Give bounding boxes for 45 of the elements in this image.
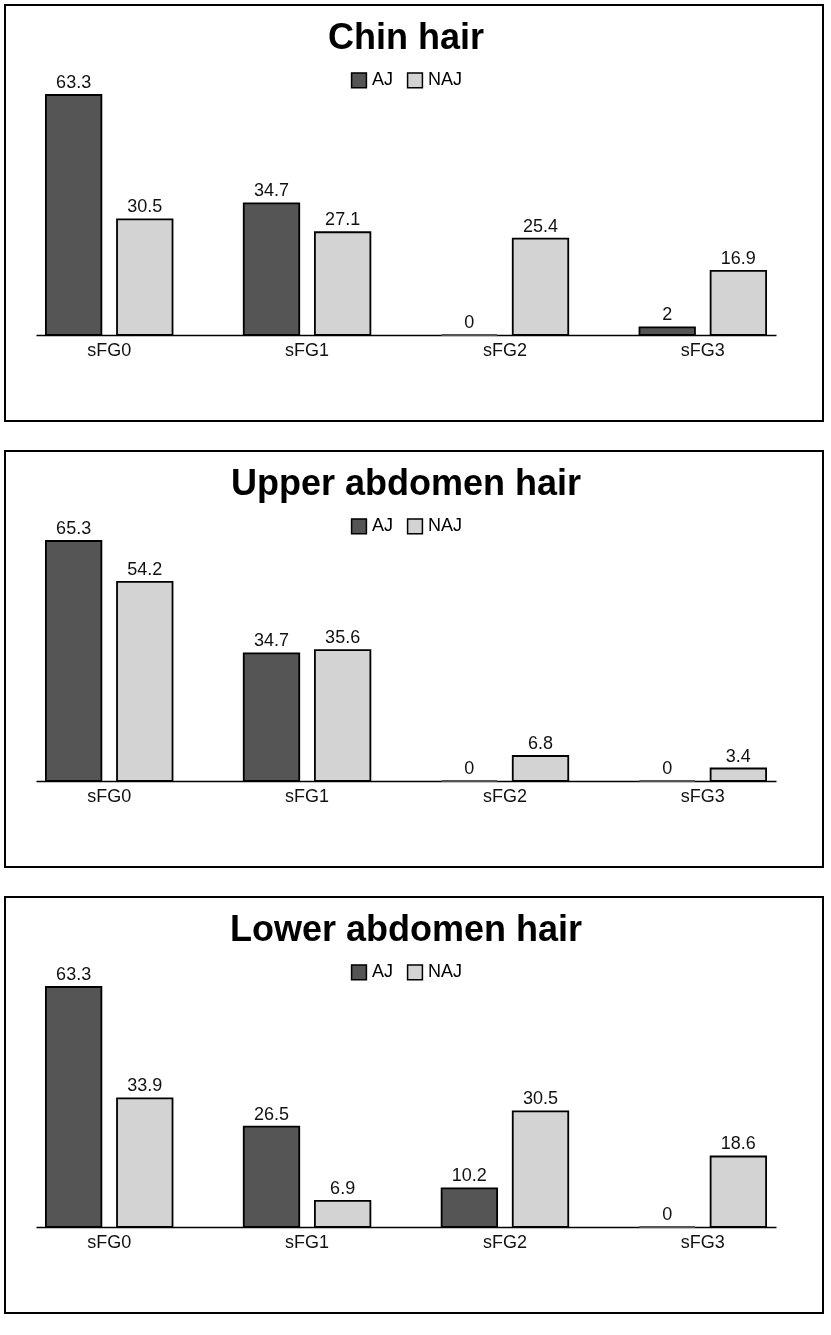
x-tick-label: sFG2: [482, 1231, 527, 1252]
chart-title: Upper abdomen hair: [230, 462, 582, 503]
legend-label: NAJ: [428, 69, 463, 90]
data-label: 65.3: [56, 518, 92, 538]
x-tick-label: sFG0: [87, 1231, 132, 1252]
data-label: 0: [464, 758, 475, 778]
x-tick-label: sFG3: [680, 339, 725, 360]
data-label: 35.6: [325, 627, 361, 648]
legend-label: AJ: [372, 515, 394, 536]
data-label: 18.6: [720, 1133, 756, 1154]
x-tick-label: sFG2: [482, 339, 527, 360]
chart-title: Chin hair: [327, 16, 485, 57]
x-tick-label: sFG1: [285, 339, 330, 360]
data-label: 10.2: [451, 1165, 487, 1186]
x-tick-label: sFG3: [680, 785, 725, 806]
legend-label: AJ: [372, 961, 394, 982]
data-label: 30.5: [522, 1088, 559, 1109]
x-tick-label: sFG3: [680, 1231, 725, 1252]
data-label: 63.3: [56, 964, 92, 984]
data-label: 33.9: [127, 1075, 163, 1096]
data-label: 0: [464, 312, 475, 332]
data-label: 16.9: [720, 247, 756, 268]
data-label: 63.3: [56, 72, 92, 92]
x-tick-label: sFG2: [482, 785, 527, 806]
x-tick-label: sFG1: [285, 1231, 330, 1252]
data-label: 6.9: [330, 1177, 356, 1198]
data-label: 26.5: [253, 1103, 290, 1124]
data-label: 27.1: [325, 209, 361, 230]
data-label: 2: [662, 304, 673, 325]
data-label: 34.7: [253, 180, 290, 201]
data-label: 6.8: [527, 733, 554, 754]
legend-label: AJ: [372, 69, 394, 90]
legend-label: NAJ: [428, 515, 463, 536]
x-tick-label: sFG1: [285, 785, 330, 806]
x-tick-label: sFG0: [87, 339, 132, 360]
chart-title: Lower abdomen hair: [229, 908, 583, 949]
x-tick-label: sFG0: [87, 785, 132, 806]
data-label: 3.4: [725, 745, 751, 766]
data-label: 0: [662, 758, 673, 778]
data-label: 0: [662, 1204, 673, 1224]
legend-label: NAJ: [428, 961, 463, 982]
data-label: 25.4: [522, 215, 559, 236]
data-label: 30.5: [127, 196, 163, 217]
data-label: 54.2: [127, 558, 163, 579]
data-label: 34.7: [253, 630, 290, 651]
